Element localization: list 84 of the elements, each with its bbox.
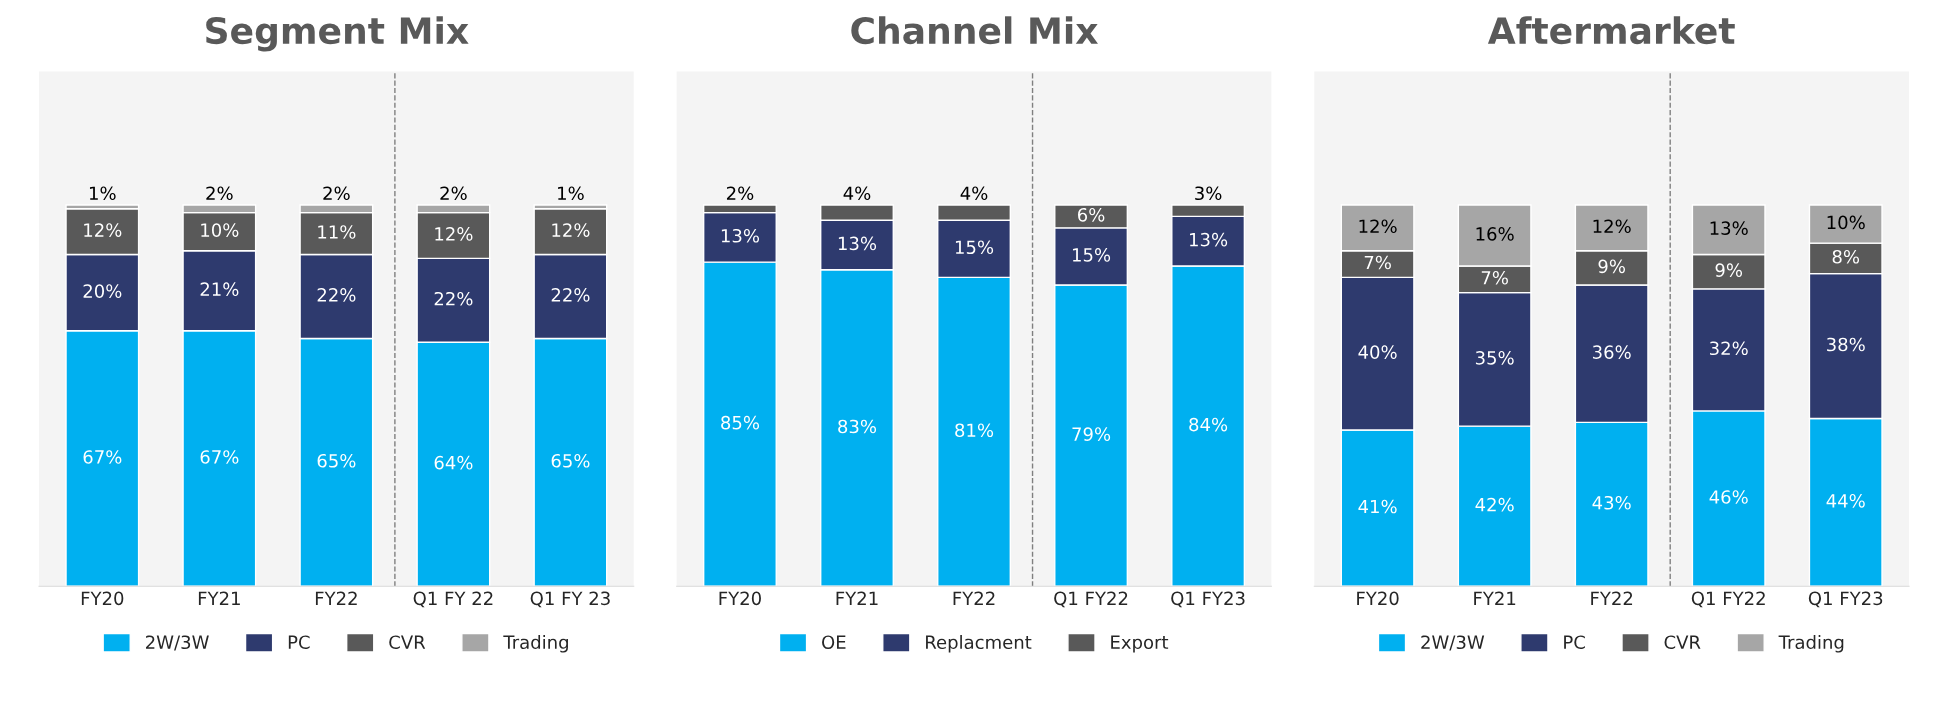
legend-label: PC [288,635,310,650]
legend-label: Trading [503,635,568,653]
legend-label: Export [1111,635,1169,653]
data-label: 12% [1359,219,1397,234]
data-label: 9% [1598,259,1625,274]
data-label: 84% [1189,417,1228,432]
legend-label: Replacment [926,635,1032,653]
data-label: 65% [317,453,356,468]
data-label: 4% [960,186,988,201]
data-label: 67% [83,450,122,464]
chart-title: Channel Mix [851,16,1098,45]
data-label: 21% [200,282,239,297]
data-label: 16% [1476,227,1514,241]
data-label: 38% [1827,337,1865,352]
data-label: 2% [323,186,350,201]
data-label: 22% [317,288,356,302]
legend-label: 2W/3W [146,635,209,651]
data-label: 22% [551,288,590,302]
x-tick-label: FY20 [1357,591,1399,606]
data-label: 12% [552,223,590,237]
data-label: 64% [434,455,473,470]
data-label: 65% [551,453,590,468]
data-label: 40% [1358,345,1397,359]
legend-label: PC [1564,635,1585,650]
x-tick-label: Q1 FY23 [1171,591,1245,608]
data-label: 20% [83,284,122,298]
legend-label: CVR [389,635,426,650]
data-label: 15% [1072,248,1111,262]
data-label: 36% [1592,345,1631,359]
data-label: 3% [1195,186,1222,201]
data-label: 15% [955,240,994,255]
x-tick-label: FY21 [1474,591,1516,605]
x-tick-label: FY22 [1591,591,1633,605]
x-tick-label: FY22 [953,591,995,605]
x-tick-label: Q1 FY 23 [530,591,610,608]
data-label: 6% [1077,207,1105,222]
data-label: 42% [1475,497,1514,512]
x-tick-label: FY22 [315,591,357,605]
data-label: 4% [843,186,871,201]
data-label: 41% [1358,499,1397,514]
data-label: 2% [440,186,467,201]
data-label: 79% [1072,427,1111,441]
data-label: 13% [1190,232,1228,247]
data-label: 12% [435,227,473,241]
data-label: 12% [84,223,122,237]
data-label: 10% [1827,215,1865,230]
legend-label: Trading [1778,635,1844,653]
chart-title: Aftermarket [1487,16,1735,45]
data-label: 11% [318,225,356,239]
legend-label: CVR [1664,635,1701,650]
legend-label: OE [822,635,846,650]
chart-title: Segment Mix [206,16,469,52]
x-tick-label: FY21 [198,591,240,605]
x-tick-label: FY20 [719,591,761,606]
data-label: 67% [200,450,239,464]
x-tick-label: Q1 FY 22 [413,591,493,608]
data-label: 2% [726,186,754,201]
x-tick-label: FY20 [81,591,124,606]
data-label: 13% [838,236,877,251]
x-tick-label: FY21 [836,591,878,605]
x-tick-label: Q1 FY23 [1808,591,1883,608]
data-label: 22% [434,291,473,306]
x-tick-label: Q1 FY22 [1054,591,1128,608]
data-label: 7% [1364,255,1391,270]
x-tick-label: Q1 FY22 [1691,591,1765,608]
data-label: 8% [1832,249,1860,264]
data-label: 2% [206,186,233,201]
data-label: 44% [1826,493,1865,508]
data-label: 32% [1710,341,1748,356]
data-label: 13% [1710,221,1748,235]
data-label: 43% [1592,495,1631,510]
data-label: 83% [838,419,877,434]
data-label: 12% [1593,219,1631,234]
data-label: 35% [1475,350,1514,365]
data-label: 46% [1709,490,1748,504]
legend-label: 2W/3W [1421,635,1485,651]
data-label: 1% [89,186,116,201]
data-label: 85% [721,415,760,430]
data-label: 1% [558,186,584,201]
data-label: 81% [955,423,994,438]
data-label: 9% [1715,263,1743,277]
data-label: 10% [201,223,239,237]
data-label: 7% [1481,270,1508,285]
data-label: 13% [721,228,760,243]
